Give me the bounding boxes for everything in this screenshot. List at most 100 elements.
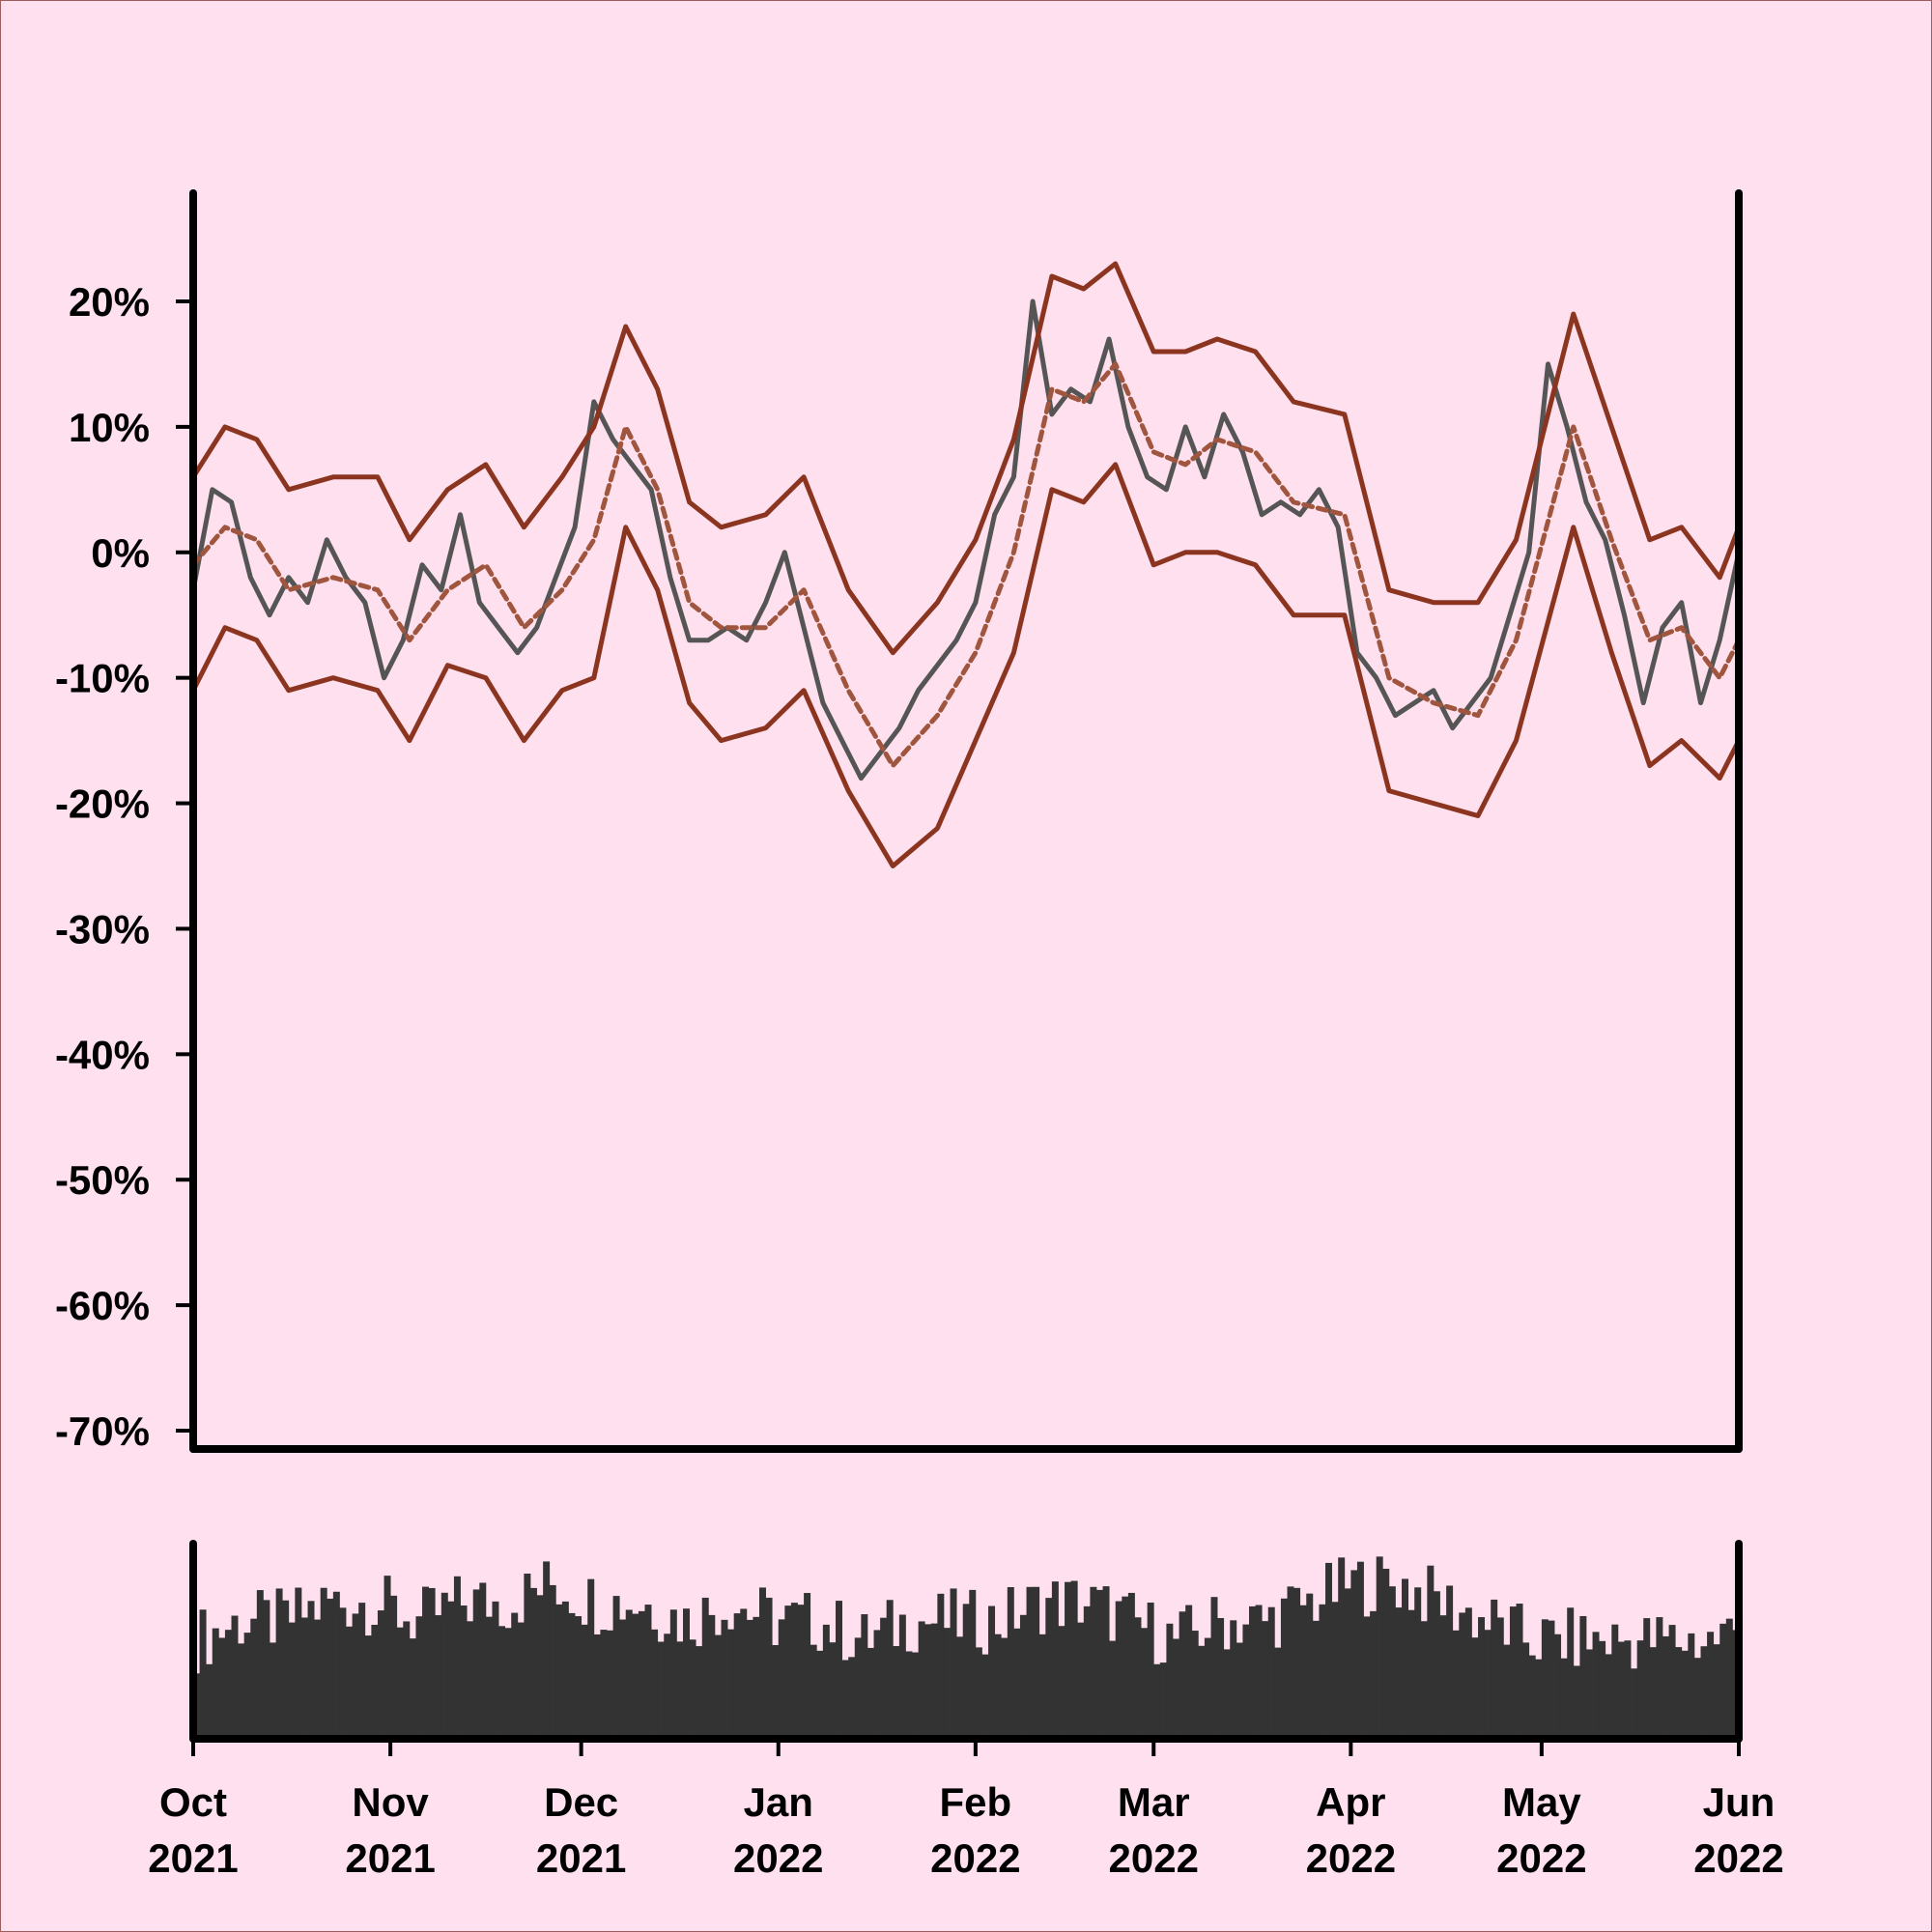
volume-bar bbox=[1159, 1662, 1167, 1735]
volume-bar bbox=[912, 1652, 920, 1735]
volume-bar bbox=[1452, 1630, 1460, 1735]
volume-bar bbox=[1038, 1634, 1046, 1735]
volume-bar bbox=[403, 1621, 411, 1735]
volume-bar bbox=[415, 1616, 423, 1735]
volume-bar bbox=[1560, 1658, 1568, 1735]
volume-bar bbox=[1503, 1644, 1511, 1735]
volume-bar bbox=[651, 1629, 659, 1735]
volume-bar bbox=[733, 1613, 741, 1735]
volume-bar bbox=[1045, 1598, 1053, 1735]
y-tick-label: -50% bbox=[55, 1157, 150, 1203]
volume-bar bbox=[270, 1642, 276, 1735]
volume-bar bbox=[435, 1615, 442, 1735]
volume-bar bbox=[1592, 1632, 1600, 1735]
volume-bar bbox=[1287, 1586, 1294, 1735]
volume-bar bbox=[1649, 1647, 1657, 1735]
volume-bar bbox=[282, 1600, 290, 1735]
volume-bar bbox=[428, 1587, 436, 1735]
volume-bar bbox=[1414, 1587, 1422, 1735]
volume-bar bbox=[1464, 1607, 1472, 1735]
volume-bar bbox=[243, 1633, 251, 1735]
volume-bar bbox=[1070, 1580, 1078, 1735]
volume-bar bbox=[498, 1626, 506, 1735]
y-tick-label: 0% bbox=[91, 530, 150, 576]
volume-bar bbox=[1573, 1665, 1580, 1735]
volume-bar bbox=[1007, 1587, 1014, 1735]
y-tick-label: -40% bbox=[55, 1032, 150, 1077]
x-tick-year: 2022 bbox=[930, 1835, 1020, 1881]
volume-bar bbox=[1058, 1626, 1065, 1735]
moving-average-line bbox=[190, 361, 1742, 769]
volume-bar bbox=[988, 1605, 996, 1735]
volume-bar bbox=[307, 1601, 315, 1735]
volume-bar bbox=[1668, 1625, 1676, 1735]
volume-bar bbox=[1293, 1587, 1301, 1735]
volume-bar bbox=[555, 1604, 563, 1735]
volume-bar bbox=[479, 1582, 487, 1735]
volume-bar bbox=[816, 1650, 824, 1735]
volume-bar bbox=[708, 1614, 716, 1735]
volume-bar bbox=[1356, 1561, 1364, 1735]
volume-bar bbox=[1236, 1642, 1243, 1735]
volume-bar bbox=[1528, 1655, 1536, 1735]
lower-band-line bbox=[190, 462, 1742, 868]
x-tick-year: 2022 bbox=[1693, 1835, 1783, 1881]
volume-bar bbox=[778, 1619, 785, 1735]
volume-bar bbox=[1554, 1634, 1562, 1735]
y-tick-label: 20% bbox=[69, 279, 150, 325]
volume-bar bbox=[1198, 1645, 1206, 1735]
volume-bar bbox=[1675, 1647, 1683, 1735]
volume-bar bbox=[536, 1595, 544, 1735]
volume-bar bbox=[714, 1634, 722, 1735]
volume-bar bbox=[981, 1654, 989, 1735]
x-tick-year: 2021 bbox=[345, 1835, 435, 1881]
volume-bar bbox=[727, 1629, 735, 1735]
x-tick-year: 2022 bbox=[1496, 1835, 1586, 1881]
y-tick-label: -60% bbox=[55, 1283, 150, 1328]
volume-bar bbox=[937, 1593, 945, 1735]
volume-bar bbox=[447, 1601, 455, 1735]
volume-bar bbox=[797, 1605, 805, 1735]
volume-bar bbox=[1077, 1622, 1085, 1735]
volume-bar bbox=[689, 1639, 696, 1735]
volume-bar bbox=[956, 1636, 964, 1735]
volume-bar bbox=[1115, 1601, 1122, 1735]
volume-bar bbox=[1153, 1663, 1161, 1735]
volume-bar bbox=[1656, 1617, 1663, 1735]
volume-bar bbox=[1681, 1650, 1689, 1735]
volume-bar bbox=[371, 1624, 379, 1735]
volume-bar bbox=[1509, 1606, 1517, 1735]
y-tick-label: -20% bbox=[55, 781, 150, 827]
x-tick-month: Jan bbox=[744, 1779, 813, 1825]
volume-bar bbox=[962, 1604, 970, 1735]
volume-bar bbox=[492, 1601, 499, 1735]
volume-bar bbox=[1631, 1668, 1638, 1735]
volume-bar bbox=[1210, 1597, 1218, 1735]
volume-bar bbox=[1001, 1637, 1009, 1735]
volume-bar bbox=[969, 1589, 977, 1735]
volume-bar bbox=[950, 1588, 957, 1735]
volume-bar bbox=[1095, 1589, 1103, 1735]
volume-bar bbox=[206, 1663, 213, 1735]
volume-bar bbox=[1134, 1617, 1142, 1735]
volume-bar bbox=[199, 1609, 207, 1735]
volume-bar bbox=[854, 1637, 862, 1735]
y-tick-label: -30% bbox=[55, 906, 150, 952]
volume-bar bbox=[250, 1618, 258, 1735]
x-tick-month: Dec bbox=[544, 1779, 618, 1825]
volume-bar bbox=[409, 1638, 416, 1735]
volume-bar bbox=[1147, 1602, 1154, 1735]
volume-bar bbox=[1535, 1659, 1543, 1735]
volume-bar bbox=[422, 1586, 430, 1735]
x-tick-year: 2022 bbox=[1109, 1835, 1199, 1881]
volume-bar bbox=[1065, 1581, 1072, 1735]
y-tick-label: -70% bbox=[55, 1408, 150, 1454]
volume-bar bbox=[1319, 1604, 1326, 1735]
volume-bar bbox=[1567, 1607, 1575, 1735]
volume-bar bbox=[804, 1593, 811, 1735]
volume-bar bbox=[893, 1646, 900, 1735]
volume-bar bbox=[810, 1644, 817, 1735]
volume-bar bbox=[1262, 1621, 1269, 1735]
volume-bar bbox=[1249, 1605, 1256, 1735]
volume-bar bbox=[1280, 1598, 1288, 1735]
